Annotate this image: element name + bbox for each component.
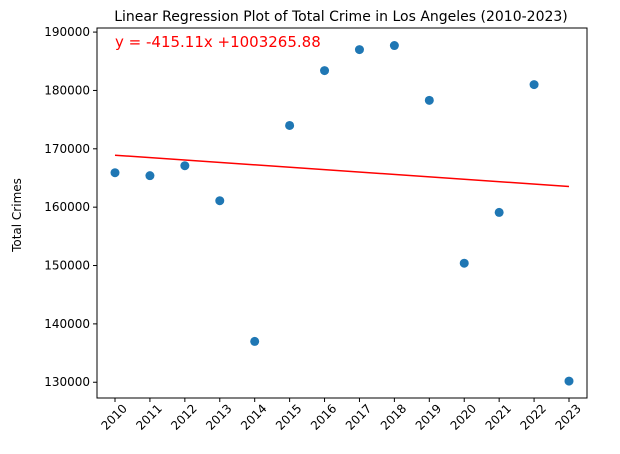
data-point: [180, 161, 190, 171]
x-tick-label: 2023: [552, 401, 583, 432]
y-tick-label: 170000: [44, 142, 90, 156]
y-tick-label: 190000: [44, 25, 90, 39]
x-tick-label: 2011: [133, 401, 164, 432]
x-tick-label: 2015: [273, 401, 304, 432]
data-point: [215, 196, 225, 206]
regression-line-group: [114, 154, 570, 188]
axes-frame: [96, 27, 588, 399]
x-tick-label: 2010: [98, 401, 129, 432]
y-tick-label: 130000: [44, 375, 90, 389]
data-point: [424, 95, 434, 105]
y-tick-label: 150000: [44, 259, 90, 273]
regression-line: [114, 154, 570, 188]
data-point: [459, 258, 469, 268]
y-axis-label: Total Crimes: [10, 178, 24, 253]
chart-title: Linear Regression Plot of Total Crime in…: [114, 9, 568, 25]
data-point: [320, 66, 330, 76]
x-tick-label: 2018: [378, 401, 409, 432]
data-point: [494, 207, 504, 217]
data-point: [110, 168, 120, 178]
x-axis: 2010 2011 2012 2013 2014 2015 2016 2017 2018 2019…: [98, 398, 584, 433]
x-tick-label: 2021: [483, 401, 514, 432]
scatter-points: [110, 41, 574, 386]
x-tick-label: 2013: [203, 401, 234, 432]
x-tick-label: 2012: [168, 401, 199, 432]
x-tick-label: 2019: [413, 401, 444, 432]
x-tick-label: 2020: [448, 401, 479, 432]
x-tick-label: 2014: [238, 401, 269, 432]
data-point: [564, 376, 574, 386]
y-axis: 130000 140000 150000 160000 170000 180000 1900…: [44, 25, 97, 389]
data-point: [389, 41, 399, 51]
regression-equation: y = -415.11x +1003265.88: [115, 33, 321, 51]
y-tick-label: 180000: [44, 83, 90, 97]
y-tick-label: 140000: [44, 317, 90, 331]
data-point: [145, 171, 155, 181]
data-point: [250, 336, 260, 346]
y-tick-label: 160000: [44, 200, 90, 214]
data-point: [354, 45, 364, 55]
data-point: [529, 80, 539, 90]
x-tick-label: 2016: [308, 401, 339, 432]
plot-area: 130000 140000 150000 160000 170000 180000 1900…: [44, 25, 588, 433]
x-tick-label: 2017: [343, 401, 374, 432]
x-tick-label: 2022: [517, 401, 548, 432]
data-point: [285, 120, 295, 130]
